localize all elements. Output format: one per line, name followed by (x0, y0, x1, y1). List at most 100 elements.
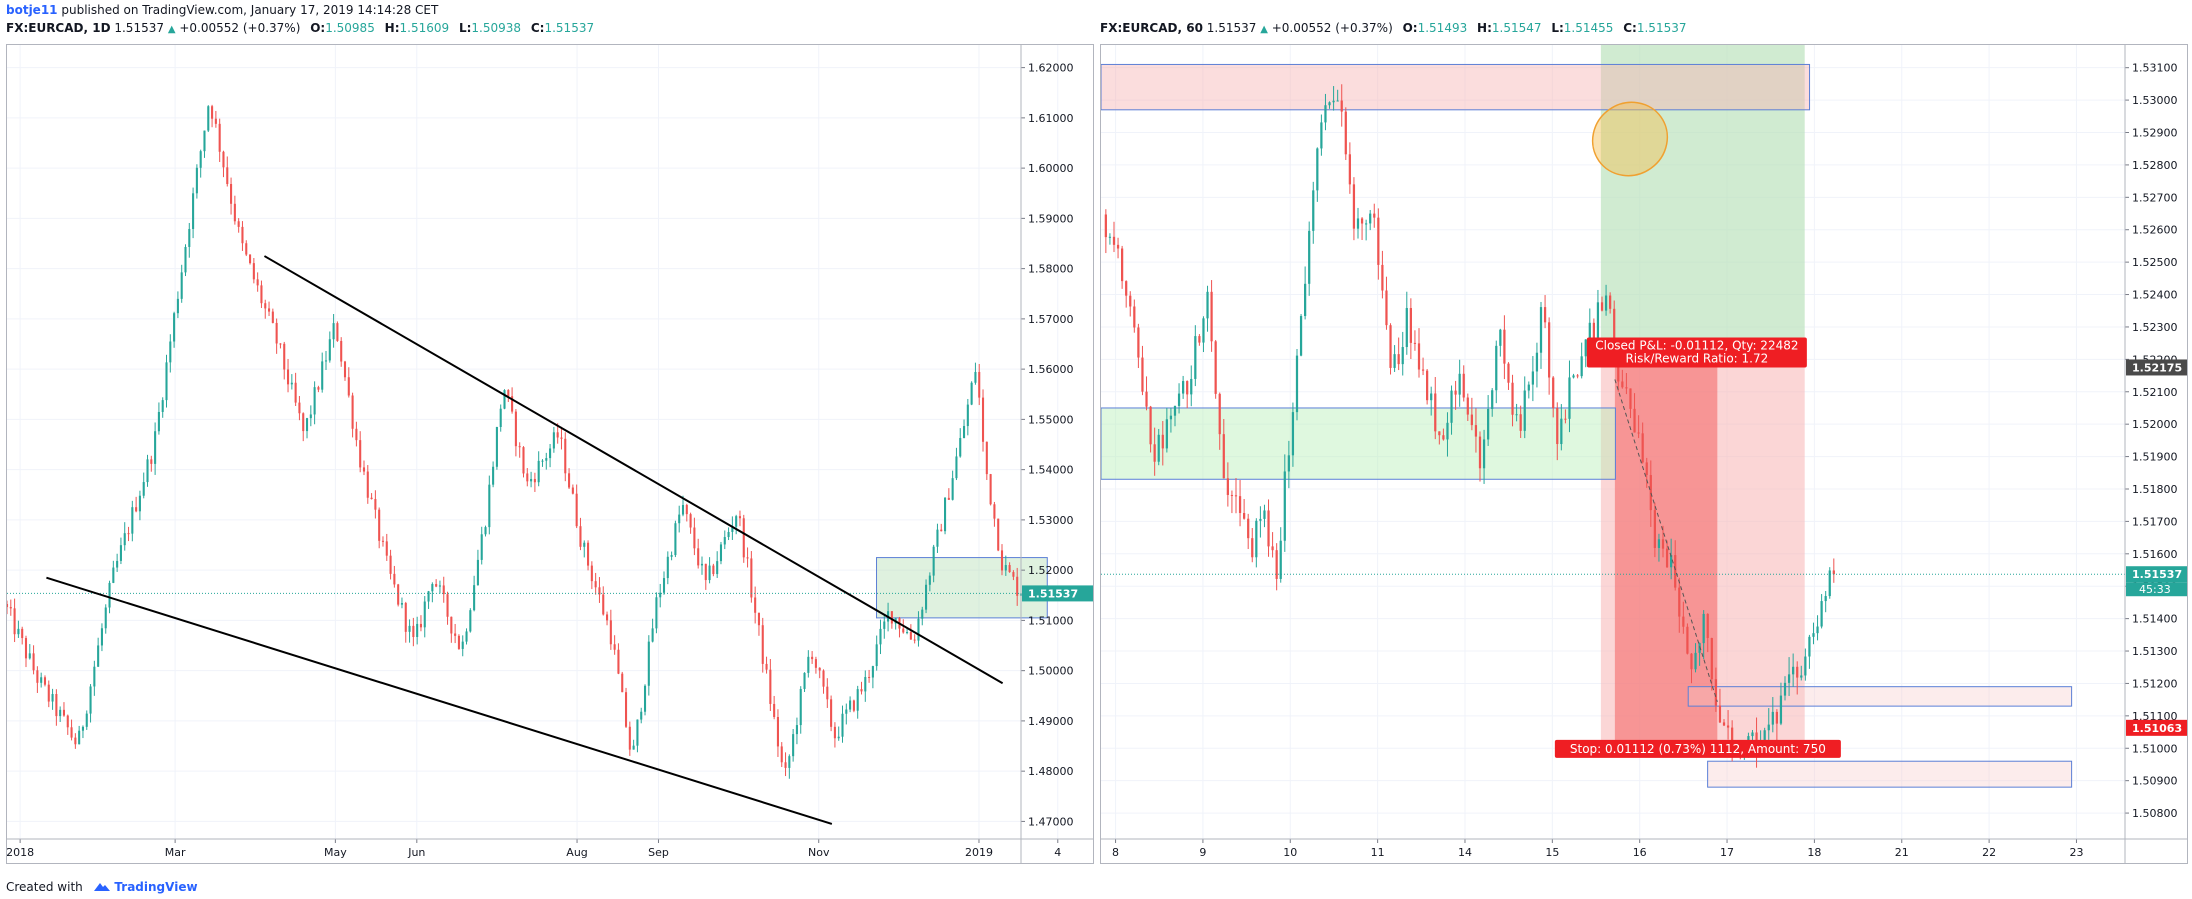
candle-down (868, 676, 871, 678)
right-o-label: O: (1402, 21, 1418, 35)
upper-trendline (263, 255, 1004, 685)
x-tick-label: 8 (1112, 846, 1119, 859)
lower-trendline (46, 576, 833, 825)
left-chart-panel[interactable]: 1.62000 1.61000 1.60000 1.59000 1.58000 1.570… (5, 44, 1094, 864)
y-tick-label: 1.61000 (1028, 112, 1074, 125)
candle-up (651, 628, 654, 642)
candle-down (1470, 414, 1473, 426)
candle-down (1564, 418, 1567, 420)
candle-down (1409, 308, 1412, 343)
y-tick-label: 1.52100 (2132, 386, 2178, 399)
candle-down (36, 670, 39, 683)
candle-down (62, 709, 66, 716)
candle-up (1169, 415, 1173, 420)
right-ohlc-legend: FX:EURCAD, 60 1.51537 ▲ +0.00552 (+0.37%… (1100, 20, 1686, 38)
candle-up (1190, 378, 1193, 395)
left-annotations-back (876, 557, 1048, 619)
candle-down (1543, 307, 1547, 323)
right-high: 1.51547 (1491, 21, 1542, 35)
right-chart-panel[interactable]: Closed P&L: -0.01112, Qty: 22482 Risk/Rew… (1100, 44, 2188, 864)
candle-down (704, 563, 707, 581)
candle-up (1177, 393, 1181, 406)
y-tick-label: 1.52300 (2132, 321, 2178, 334)
right-chart-svg[interactable]: Closed P&L: -0.01112, Qty: 22482Risk/Rew… (1100, 45, 2187, 863)
y-tick-label: 1.58000 (1028, 263, 1074, 276)
candle-up (1499, 329, 1502, 346)
candle-up (59, 709, 62, 717)
candle-down (1385, 290, 1388, 326)
candle-up (1812, 633, 1815, 637)
candle-up (188, 228, 191, 247)
tradingview-brand[interactable]: TradingView (114, 880, 198, 894)
candle-down (1511, 382, 1514, 415)
footer: Created with TradingView (6, 875, 198, 899)
candle-up (1173, 405, 1177, 416)
candle-up (1202, 318, 1205, 343)
candle-down (750, 558, 753, 598)
candle-down (826, 686, 829, 700)
candle-up (537, 460, 540, 483)
candle-down (47, 684, 50, 702)
candle-up (841, 713, 844, 737)
candle-down (378, 509, 381, 541)
candle-up (416, 623, 419, 638)
candle-up (473, 585, 476, 611)
candle-up (161, 400, 164, 412)
right-l-label: L: (1551, 21, 1564, 35)
candle-up (116, 560, 119, 568)
left-chart-svg[interactable]: 1.62000 1.61000 1.60000 1.59000 1.58000 1.570… (5, 45, 1093, 863)
left-l-label: L: (458, 21, 472, 35)
risk-reward-text: Risk/Reward Ratio: 1.72 (1625, 351, 1768, 365)
left-symbol[interactable]: FX:EURCAD, 1D (6, 21, 111, 35)
x-tick-label: 17 (1720, 846, 1734, 859)
y-tick-label: 1.52500 (2132, 256, 2178, 269)
candle-up (879, 628, 882, 645)
candle-down (1417, 343, 1421, 370)
candle-up (681, 504, 685, 515)
candle-down (685, 504, 688, 515)
candle-down (1210, 291, 1213, 342)
candle-down (522, 447, 525, 474)
candle-down (340, 340, 343, 362)
y-tick-label: 1.51800 (2132, 483, 2178, 496)
x-tick-label: 2018 (7, 846, 34, 859)
candle-up (545, 458, 548, 461)
candle-down (245, 243, 248, 255)
author-link[interactable]: botje11 (6, 3, 58, 17)
candle-down (317, 387, 320, 390)
candle-up (1320, 122, 1323, 149)
left-open: 1.50985 (325, 21, 375, 35)
candle-down (769, 669, 772, 704)
candle-down (1665, 548, 1669, 568)
y-tick-label: 1.55000 (1028, 413, 1074, 426)
candle-up (17, 628, 20, 635)
candle-up (309, 414, 312, 419)
candle-down (222, 151, 225, 168)
candle-up (643, 685, 647, 712)
left-high: 1.51609 (399, 21, 450, 35)
candle-up (1369, 213, 1372, 224)
candle-down (833, 726, 836, 739)
candle-up (1568, 377, 1571, 419)
candle-up (1702, 613, 1705, 644)
candle-up (1560, 418, 1563, 445)
candle-down (359, 440, 362, 468)
candle-down (697, 548, 700, 566)
candle-up (731, 526, 734, 532)
candle-up (119, 545, 122, 561)
candle-down (746, 557, 749, 559)
candle-down (526, 473, 529, 482)
target-zone (1600, 45, 1805, 368)
candle-down (1726, 725, 1730, 728)
x-tick-label: 10 (1283, 846, 1297, 859)
candle-down (761, 625, 764, 664)
candle-down (347, 377, 350, 396)
candle-up (549, 448, 552, 459)
candle-up (1004, 565, 1007, 571)
candle-down (283, 343, 286, 370)
right-low: 1.51455 (1563, 21, 1614, 35)
candle-down (602, 594, 605, 615)
candle-down (773, 703, 776, 717)
right-symbol[interactable]: FX:EURCAD, 60 (1100, 21, 1203, 35)
right-close: 1.51537 (1636, 21, 1687, 35)
